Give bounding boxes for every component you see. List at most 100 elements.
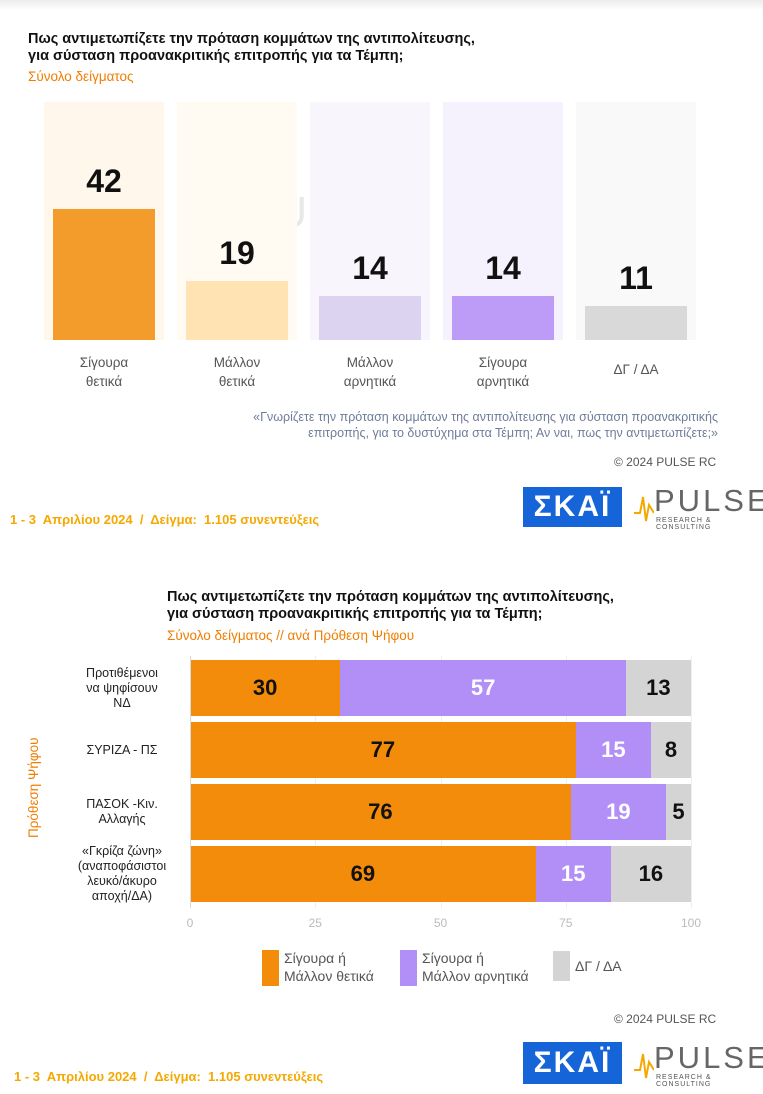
bottom-copyright: © 2024 PULSE RC: [614, 1012, 717, 1026]
top-footer-date-sample: 1 - 3 Απριλίου 2024 / Δείγμα: 1.105 συνε…: [10, 512, 320, 527]
x-gridline: [190, 656, 191, 908]
x-gridline: [315, 656, 317, 908]
top-bar-chart: 42 Σίγουρα θετικά 19 Μάλλον θετικά 14 Μάλλον …: [0, 0, 763, 400]
legend-swatch: [262, 950, 279, 986]
x-gridline: [440, 656, 442, 908]
top-bar: [319, 296, 421, 340]
x-tick-label: 50: [433, 916, 448, 930]
stacked-bar-segment: [190, 784, 571, 840]
skai-logo-bottom: ΣΚΑΪ: [523, 1042, 622, 1084]
pulse-logo: PULSE RESEARCH & CONSULTING: [634, 483, 763, 531]
y-axis-line: [190, 656, 191, 908]
stacked-bar-row: 76 19 5: [190, 784, 691, 840]
top-bar-value-label: 19: [219, 234, 255, 271]
legend-label: ΔΓ / ΔΑ: [575, 958, 622, 974]
stacked-bar-value-label: 13: [646, 675, 671, 700]
top-bar: [452, 296, 554, 340]
stacked-bar-row: 69 15 16: [190, 846, 691, 902]
stacked-bar-value-label: 57: [470, 675, 496, 700]
stacked-bar-value-label: 19: [606, 799, 631, 824]
stacked-bar-segment: [340, 660, 626, 716]
x-tick-label: 25: [308, 916, 322, 930]
stacked-bar-value-label: 30: [252, 675, 278, 700]
row-category-label: ΠΑΣΟΚ -Κιν. Αλλαγής: [86, 797, 158, 826]
stacked-bar-value-label: 15: [561, 861, 586, 886]
stacked-bar-segment: [190, 660, 341, 716]
skai-logo: ΣΚΑΪ: [523, 487, 622, 527]
top-bar-column: 19: [177, 102, 297, 340]
stacked-bar-segment: [190, 722, 576, 778]
stacked-bar-segment: [535, 846, 611, 902]
skai-logo-text: ΣΚΑΪ: [533, 490, 612, 523]
row-category-label: Προτιθέμενοι να ψηφίσουν ΝΔ: [86, 665, 158, 710]
top-bar-inner: [332, 296, 408, 340]
stacked-bar-value-label: 76: [368, 799, 393, 824]
top-bar-column: 14: [310, 102, 430, 340]
stacked-bar-segment: [610, 846, 691, 902]
stacked-bar-value-label: 8: [664, 737, 678, 762]
pulse-logo-sub: RESEARCH & CONSULTING: [656, 517, 712, 531]
top-bar-value-label: 11: [619, 259, 653, 296]
top-category-label: Μάλλον θετικά: [213, 355, 261, 389]
top-bar-inner: [465, 296, 541, 340]
stacked-bar-value-label: 77: [370, 737, 396, 762]
top-category-label: Μάλλον αρνητικά: [343, 355, 397, 389]
x-gridline: [565, 656, 567, 908]
y-axis-label: Πρόθεση Ψήφου: [26, 737, 41, 839]
pulse-logo-word: PULSE: [654, 483, 763, 518]
top-bar-inner: [598, 305, 674, 340]
legend-swatch: [553, 951, 570, 981]
row-category-label: ΣΥΡΙΖΑ - ΠΣ: [86, 742, 158, 757]
question-note: «Γνωρίζετε την πρόταση κομμάτων της αντι…: [253, 410, 718, 440]
top-bar-background: [576, 102, 696, 340]
top-bar: [53, 209, 155, 340]
top-bar-column: 42: [44, 102, 164, 340]
stacked-bar-segment: [190, 846, 536, 902]
top-bar-column: 14: [443, 102, 563, 340]
pulse-logo-bottom-word: PULSE: [654, 1040, 763, 1075]
stacked-bar-segment: [570, 784, 666, 840]
top-copyright: © 2024 PULSE RC: [614, 455, 717, 469]
bottom-footer-date-sample: 1 - 3 Απριλίου 2024 / Δείγμα: 1.105 συνε…: [14, 1069, 324, 1084]
top-bar-value-label: 14: [352, 250, 388, 287]
x-gridline: [691, 656, 692, 908]
stacked-bar-segment: [625, 660, 691, 716]
pulse-logo-bottom-sub: RESEARCH & CONSULTING: [656, 1074, 712, 1088]
top-category-label: ΔΓ / ΔΑ: [613, 362, 659, 377]
top-bar-inner: [66, 209, 142, 340]
pulse-logo-bottom: PULSE RESEARCH & CONSULTING: [634, 1040, 763, 1088]
stacked-bar-segment: [665, 784, 691, 840]
stacked-bar-row: 30 57 13: [190, 660, 691, 716]
stacked-bar-value-label: 69: [350, 861, 376, 886]
pulse-wave-icon: [634, 496, 654, 522]
bottom-chart-title: Πως αντιμετωπίζετε την πρόταση κομμάτων …: [167, 589, 614, 622]
legend-label: Σίγουρα ή Μάλλον θετικά: [284, 950, 374, 984]
stacked-bar-segment: [575, 722, 651, 778]
stacked-bar-value-label: 15: [601, 737, 626, 762]
section-separator: [0, 538, 763, 546]
x-tick-label: 0: [186, 916, 194, 930]
x-tick-label: 75: [559, 916, 573, 930]
bottom-chart-subtitle: Σύνολο δείγματος // ανά Πρόθεση Ψήφου: [167, 628, 415, 643]
top-bar-column: 11: [576, 102, 696, 340]
top-bar-inner: [199, 280, 275, 340]
top-bar-value-label: 14: [485, 250, 521, 287]
stacked-bar-row: 77 15 8: [190, 722, 691, 778]
row-category-label: «Γκρίζα ζώνη» (αναποφάσιστοι λευκό/άκυρο…: [77, 844, 167, 903]
top-shade: [0, 0, 763, 10]
top-chart-subtitle: Σύνολο δείγματος: [28, 69, 134, 84]
stacked-bar-value-label: 16: [638, 861, 664, 886]
legend-label: Σίγουρα ή Μάλλον αρνητικά: [422, 950, 529, 984]
pulse-wave-icon: [634, 1053, 654, 1079]
top-bar: [585, 305, 687, 340]
top-chart-title: Πως αντιμετωπίζετε την πρόταση κομμάτων …: [28, 31, 475, 64]
legend-swatch: [400, 950, 417, 986]
top-category-label: Σίγουρα θετικά: [79, 355, 129, 389]
stacked-bar-segment: [650, 722, 691, 778]
top-category-label: Σίγουρα αρνητικά: [476, 355, 530, 389]
skai-logo-bottom-text: ΣΚΑΪ: [533, 1046, 612, 1079]
x-tick-label: 100: [680, 916, 702, 930]
top-bar: [186, 280, 288, 340]
stacked-bar-value-label: 5: [672, 799, 685, 824]
top-bar-value-label: 42: [86, 163, 122, 199]
